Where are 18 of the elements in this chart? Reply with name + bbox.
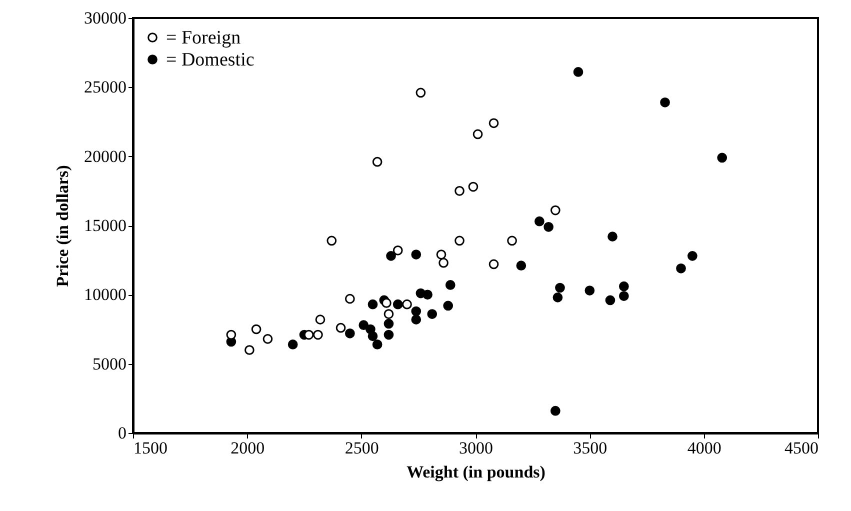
y-tick-label: 30000 [84,8,126,28]
y-tick-label: 25000 [84,78,126,97]
x-tick-label: 1500 [134,438,168,458]
y-tick-label: 10000 [84,285,126,304]
x-tick-label: 4500 [784,438,818,458]
x-tick-label: 4000 [687,438,722,458]
y-tick-label: 5000 [92,354,126,374]
legend-label: = Foreign [166,28,242,48]
x-tick-label: 2000 [230,438,265,458]
x-tick-label: 2500 [344,438,379,458]
y-tick-label: 20000 [84,146,126,166]
legend-label: = Domestic [166,50,254,70]
x-tick-label: 3500 [573,438,608,458]
y-axis-title: Price (in dollars) [53,165,72,287]
x-axis-title: Weight (in pounds) [406,462,546,482]
y-tick-label: 0 [118,424,126,442]
x-tick-label: 3000 [459,438,493,458]
y-tick-label: 15000 [84,216,126,235]
